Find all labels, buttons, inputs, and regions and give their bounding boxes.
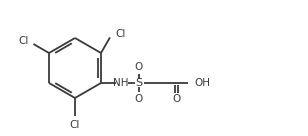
Text: O: O (135, 94, 143, 104)
Text: S: S (136, 78, 143, 88)
Text: O: O (135, 62, 143, 72)
Text: Cl: Cl (115, 29, 125, 39)
Text: Cl: Cl (70, 120, 80, 130)
Text: O: O (173, 94, 181, 104)
Text: NH: NH (113, 78, 129, 88)
Text: OH: OH (194, 78, 210, 88)
Text: Cl: Cl (18, 36, 28, 46)
